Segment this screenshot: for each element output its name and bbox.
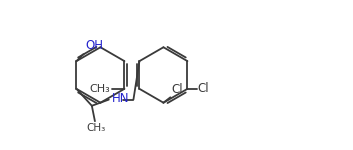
Text: Cl: Cl [197,82,209,95]
Text: Cl: Cl [171,83,183,96]
Text: CH₃: CH₃ [86,123,105,134]
Text: OH: OH [85,39,103,52]
Text: HN: HN [112,92,129,105]
Text: CH₃: CH₃ [90,84,110,94]
